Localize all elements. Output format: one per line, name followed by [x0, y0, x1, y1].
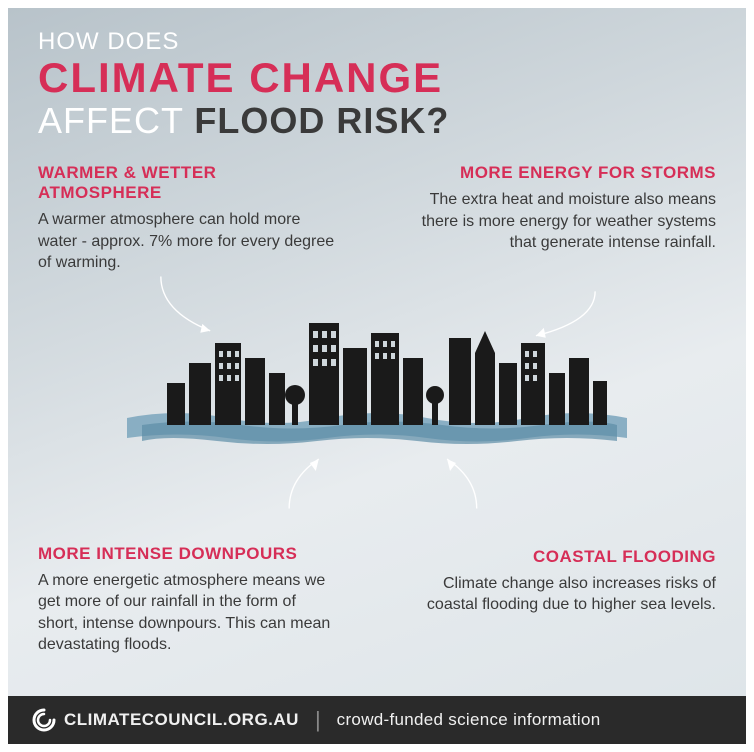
footer-logo: CLIMATECOUNCIL.ORG.AU: [32, 708, 299, 732]
title-line-2: CLIMATE CHANGE: [38, 56, 716, 100]
city-flood-illustration: [117, 303, 637, 453]
title-line-1: HOW DOES: [38, 28, 716, 56]
block-more-energy: MORE ENERGY FOR STORMS The extra heat an…: [416, 163, 716, 254]
block-heading: MORE ENERGY FOR STORMS: [416, 163, 716, 183]
block-coastal: COASTAL FLOODING Climate change also inc…: [416, 547, 716, 616]
infographic-panel: HOW DOES CLIMATE CHANGE AFFECT FLOOD RIS…: [8, 8, 746, 744]
title-flood: FLOOD RISK?: [194, 100, 449, 141]
cityscape-icon: [117, 303, 637, 453]
block-heading: WARMER & WETTER ATMOSPHERE: [38, 163, 338, 203]
block-body: A warmer atmosphere can hold more water …: [38, 209, 338, 274]
infographic-frame: HOW DOES CLIMATE CHANGE AFFECT FLOOD RIS…: [0, 0, 754, 752]
content-area: WARMER & WETTER ATMOSPHERE A warmer atmo…: [8, 163, 746, 696]
footer-tagline: crowd-funded science information: [337, 710, 601, 730]
block-heading: MORE INTENSE DOWNPOURS: [38, 544, 338, 564]
title-line-3: AFFECT FLOOD RISK?: [38, 100, 716, 142]
block-body: Climate change also increases risks of c…: [416, 573, 716, 616]
footer-site: CLIMATECOUNCIL.ORG.AU: [64, 710, 299, 730]
block-body: The extra heat and moisture also means t…: [416, 189, 716, 254]
block-warmer-wetter: WARMER & WETTER ATMOSPHERE A warmer atmo…: [38, 163, 338, 274]
block-heading: COASTAL FLOODING: [416, 547, 716, 567]
footer-separator: |: [315, 707, 321, 733]
title-affect: AFFECT: [38, 100, 183, 141]
block-body: A more energetic atmosphere means we get…: [38, 570, 338, 656]
footer-bar: CLIMATECOUNCIL.ORG.AU | crowd-funded sci…: [8, 696, 746, 744]
block-downpours: MORE INTENSE DOWNPOURS A more energetic …: [38, 544, 338, 656]
climate-council-icon: [32, 708, 56, 732]
title-block: HOW DOES CLIMATE CHANGE AFFECT FLOOD RIS…: [8, 8, 746, 152]
